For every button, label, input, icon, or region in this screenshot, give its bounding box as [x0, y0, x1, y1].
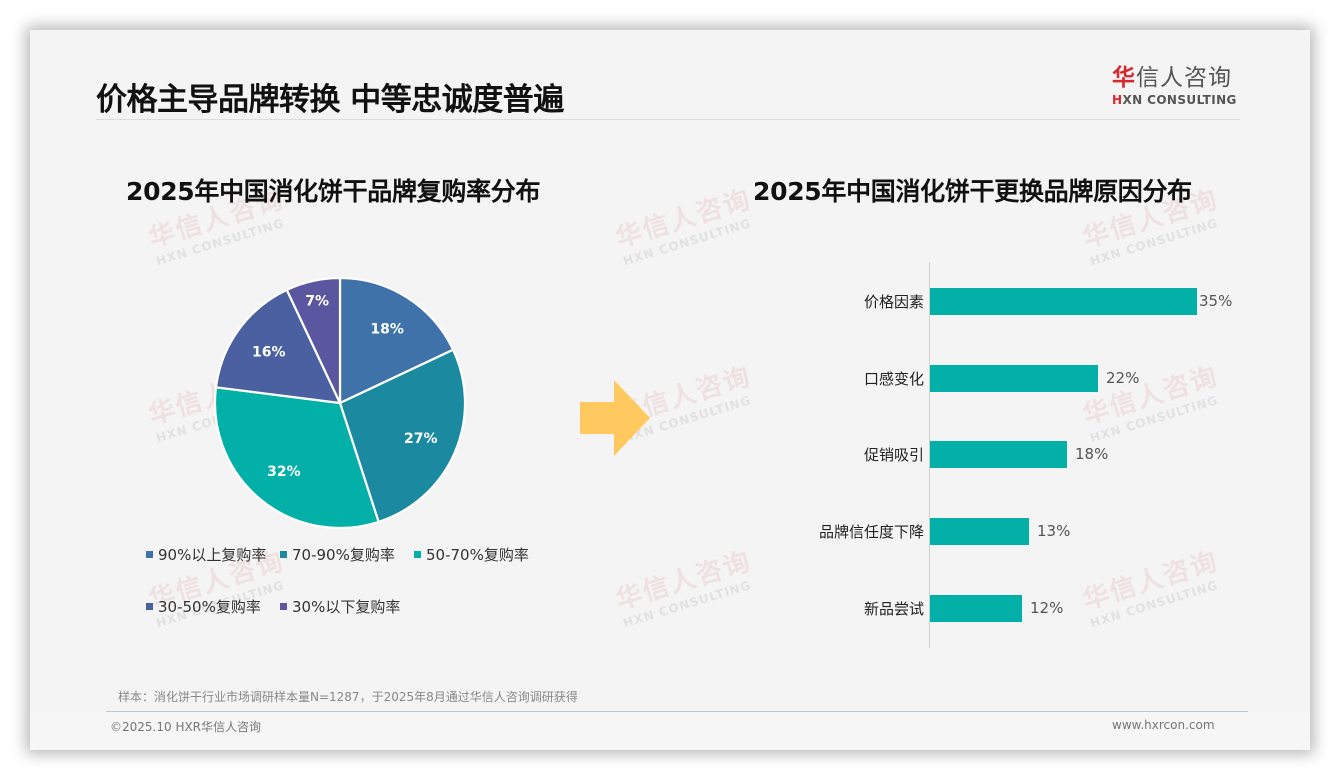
footer-divider	[106, 711, 1248, 712]
bar-value-label: 18%	[1075, 445, 1109, 463]
bar-row: 价格因素 35%	[730, 288, 1290, 316]
bar-category-label: 促销吸引	[863, 446, 924, 464]
pie-slice	[338, 276, 455, 405]
pie-slice	[285, 276, 342, 405]
bar	[930, 288, 1197, 315]
pie-slice	[213, 386, 380, 530]
legend-item-70-90: 70-90%复购率	[280, 544, 395, 565]
bar-category-label: 口感变化	[863, 370, 924, 388]
pie-slice-label: 18%	[370, 322, 404, 338]
bar-row: 品牌信任度下降 13%	[730, 518, 1290, 546]
company-logo: 华信人咨询 HXN CONSULTING	[1112, 65, 1237, 107]
title-divider	[96, 119, 1240, 120]
pie-chart-title: 2025年中国消化饼干品牌复购率分布	[126, 177, 541, 206]
bar-category-label: 价格因素	[863, 293, 924, 311]
bar-row: 促销吸引 18%	[730, 441, 1290, 469]
bar-category-label: 品牌信任度下降	[818, 523, 924, 541]
bar-value-label: 35%	[1199, 292, 1233, 310]
legend-swatch	[146, 551, 153, 558]
slide: 华信人咨询 HXN CONSULTING 华信人咨询 HXN CONSULTING …	[30, 30, 1310, 750]
bar	[930, 595, 1022, 622]
bar-value-label: 12%	[1030, 599, 1064, 617]
legend-item-below-30: 30%以下复购率	[280, 596, 400, 617]
bar	[930, 518, 1029, 545]
pie-slice-label: 27%	[404, 431, 438, 447]
bar-chart-axis	[929, 262, 930, 648]
bar-category-label: 新品尝试	[863, 600, 924, 618]
footer-bar	[30, 712, 1310, 750]
legend-swatch	[146, 603, 153, 610]
website-link[interactable]: www.hxrcon.com	[1112, 718, 1215, 732]
legend-item-90-plus: 90%以上复购率	[146, 544, 266, 565]
copyright-text: ©2025.10 HXR华信人咨询	[110, 720, 262, 734]
pie-chart: 18% 27% 32% 16% 7%	[213, 276, 467, 530]
pie-slice-label: 7%	[305, 294, 329, 310]
arrow-right-icon	[580, 380, 650, 456]
legend-swatch	[414, 551, 421, 558]
pie-slice	[214, 288, 342, 405]
page-title: 价格主导品牌转换 中等忠诚度普遍	[96, 82, 564, 118]
bar-value-label: 13%	[1037, 522, 1071, 540]
pie-slice	[338, 348, 467, 523]
pie-slice-label: 16%	[252, 344, 286, 360]
bar-chart-title: 2025年中国消化饼干更换品牌原因分布	[753, 177, 1192, 206]
legend-swatch	[280, 603, 287, 610]
legend-item-50-70: 50-70%复购率	[414, 544, 529, 565]
pie-slice-label: 32%	[267, 464, 301, 480]
legend-item-30-50: 30-50%复购率	[146, 596, 261, 617]
sample-note: 样本：消化饼干行业市场调研样本量N=1287，于2025年8月通过华信人咨询调研…	[118, 690, 578, 704]
legend-swatch	[280, 551, 287, 558]
bar	[930, 441, 1067, 468]
bar-row: 新品尝试 12%	[730, 595, 1290, 623]
bar	[930, 365, 1098, 392]
bar-row: 口感变化 22%	[730, 365, 1290, 393]
bar-value-label: 22%	[1106, 369, 1140, 387]
